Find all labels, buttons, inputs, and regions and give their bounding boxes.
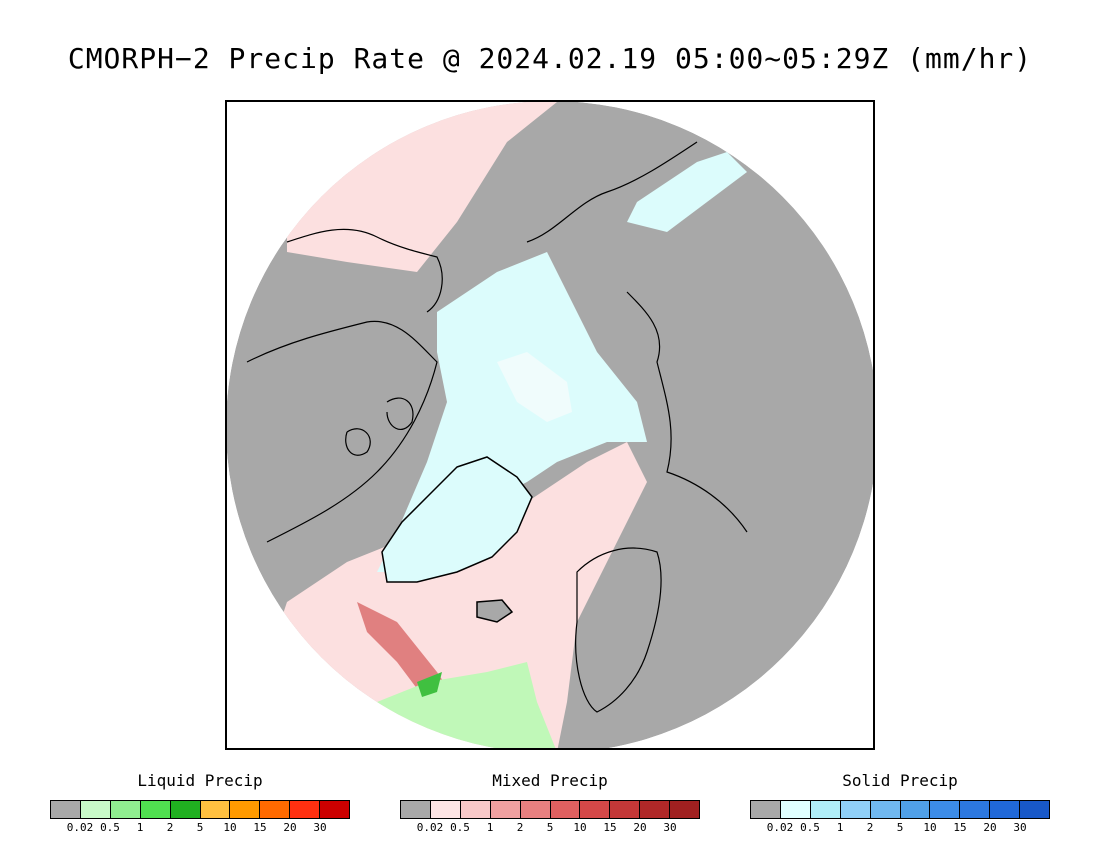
color-swatch [519,801,550,818]
tick-labels: 0.02 0.5 1 2 5 10 15 20 30 [400,821,700,835]
tick-label: 0.5 [100,821,120,834]
color-swatch [579,801,610,818]
color-swatch [139,801,170,818]
tick-label: 10 [573,821,587,834]
tick-label: 15 [953,821,967,834]
legend-mixed: Mixed Precip 0.02 0.5 1 2 5 10 15 20 30 [400,772,700,835]
tick-label: 30 [663,821,677,834]
color-bar [50,800,350,819]
color-swatch [319,801,350,818]
legend-title: Solid Precip [842,771,958,790]
tick-label: 30 [313,821,327,834]
tick-label: 2 [866,821,874,834]
polar-map [225,100,875,750]
page-title: CMORPH−2 Precip Rate @ 2024.02.19 05:00~… [67,42,1033,75]
legend-solid: Solid Precip 0.02 0.5 1 2 5 10 15 20 30 [750,772,1050,835]
tick-label: 30 [1013,821,1027,834]
liquid-precip-core [417,672,442,697]
color-swatch [401,801,430,818]
alaska-coastline [286,228,443,313]
greenland-coast [381,456,533,583]
solid-precip-region-siberia [627,152,747,232]
tick-label: 0.02 [766,821,794,834]
color-swatch [959,801,990,818]
canada-coastline [246,320,438,543]
color-swatch [779,801,810,818]
tick-label: 20 [983,821,997,834]
tick-label: 10 [223,821,237,834]
color-swatch [229,801,260,818]
color-swatch [839,801,870,818]
iceland-coast [476,599,514,623]
color-swatch [51,801,80,818]
color-bar [400,800,700,819]
tick-label: 15 [253,821,267,834]
tick-label: 0.02 [66,821,94,834]
legend-liquid: Liquid Precip 0.02 0.5 1 2 5 10 15 20 30 [50,772,350,835]
color-swatch [639,801,670,818]
tick-label: 0.5 [450,821,470,834]
russia-coastline [526,141,748,533]
color-swatch [669,801,700,818]
tick-label: 20 [283,821,297,834]
color-swatch [869,801,900,818]
tick-label: 5 [196,821,204,834]
color-swatch [459,801,490,818]
tick-label: 1 [836,821,844,834]
color-swatch [109,801,140,818]
color-swatch [751,801,780,818]
color-swatch [809,801,840,818]
tick-label: 2 [516,821,524,834]
tick-label: 10 [923,821,937,834]
color-bar [750,800,1050,819]
color-swatch [489,801,520,818]
color-swatch [79,801,110,818]
color-swatch [259,801,290,818]
color-swatch [1019,801,1050,818]
tick-label: 1 [136,821,144,834]
tick-labels: 0.02 0.5 1 2 5 10 15 20 30 [750,821,1050,835]
legend-title: Liquid Precip [137,771,263,790]
scandinavia-coastline [575,547,662,713]
color-swatch [549,801,580,818]
tick-label: 0.5 [800,821,820,834]
legend-title: Mixed Precip [492,771,608,790]
color-swatch [289,801,320,818]
color-swatch [169,801,200,818]
tick-label: 0.02 [416,821,444,834]
color-swatch [429,801,460,818]
color-swatch [929,801,960,818]
color-swatch [609,801,640,818]
color-swatch [899,801,930,818]
solid-precip-trace [497,352,572,422]
tick-label: 5 [896,821,904,834]
color-swatch [989,801,1020,818]
tick-label: 2 [166,821,174,834]
color-swatch [199,801,230,818]
tick-labels: 0.02 0.5 1 2 5 10 15 20 30 [50,821,350,835]
tick-label: 15 [603,821,617,834]
tick-label: 5 [546,821,554,834]
tick-label: 1 [486,821,494,834]
tick-label: 20 [633,821,647,834]
polar-map-svg [227,102,873,748]
mixed-precip-region-atlantic [267,442,647,748]
